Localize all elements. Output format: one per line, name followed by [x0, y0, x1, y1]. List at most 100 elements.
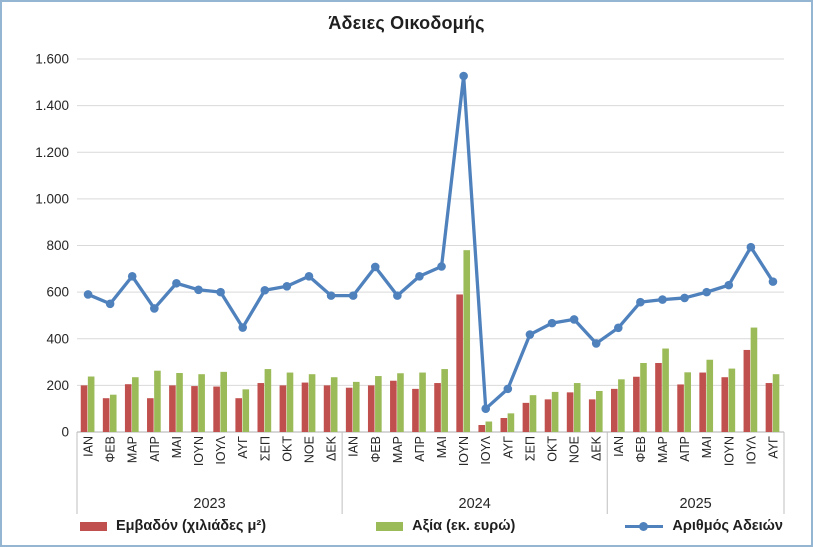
y-axis-tick-label: 1.600: [35, 52, 69, 67]
x-axis-month-label: ΙΟΥΝ: [192, 436, 206, 466]
area-bar: [301, 382, 309, 432]
value-bar: [507, 413, 515, 432]
permits-marker: [194, 285, 203, 295]
area-bar: [80, 385, 88, 432]
legend-item-permits: Αριθμός Αδειών: [625, 518, 783, 534]
area-bar: [699, 372, 706, 432]
x-axis-month-label: ΙΑΝ: [612, 436, 626, 457]
permits-line: [86, 74, 775, 411]
value-bar: [750, 327, 758, 432]
permits-marker: [238, 323, 248, 332]
permits-marker: [83, 290, 93, 299]
permits-series-swatch: [625, 521, 664, 531]
permits-marker: [393, 291, 402, 300]
permits-marker: [260, 285, 270, 295]
permits-marker: [702, 287, 711, 297]
y-axis-tick-label: 200: [46, 378, 69, 393]
value-bar: [132, 377, 139, 432]
permits-marker: [326, 291, 336, 300]
area-bar: [544, 399, 552, 432]
value-bar: [772, 374, 780, 432]
x-axis-month-label: ΜΑΡ: [391, 436, 405, 463]
permits-marker: [127, 271, 137, 281]
area-bar: [434, 383, 441, 432]
permits-marker: [437, 262, 446, 271]
permits-marker: [503, 384, 513, 394]
y-axis-tick-label: 600: [46, 285, 69, 300]
value-bar: [573, 383, 581, 432]
area-bar: [102, 398, 110, 432]
x-axis-year-label: 2023: [193, 496, 225, 512]
x-axis-month-label: ΦΕΒ: [104, 436, 118, 463]
x-axis-month-label: ΙΑΝ: [347, 436, 361, 457]
x-axis-month-label: ΙΟΥΛ: [744, 435, 758, 464]
legend-item-area: Εμβαδόν (χιλιάδες μ²): [80, 518, 266, 534]
permits-marker: [282, 281, 292, 291]
value-bar: [684, 372, 691, 432]
value-bar: [286, 372, 294, 432]
area-bar: [500, 418, 508, 432]
x-axis-month-label: ΝΟΕ: [568, 436, 582, 463]
value-bar: [220, 371, 228, 432]
value-bar: [529, 395, 537, 432]
permits-marker: [348, 291, 358, 300]
area-bar: [412, 388, 419, 432]
permits-marker: [304, 271, 314, 281]
x-axis-month-label: ΑΠΡ: [413, 436, 427, 462]
value-bar: [441, 369, 448, 432]
value-bar: [176, 373, 183, 432]
permits-marker: [415, 271, 424, 281]
area-bar: [124, 384, 132, 432]
value-bar: [109, 394, 117, 432]
chart-title: Άδειες Οικοδομής: [328, 13, 485, 33]
legend-item-value: Αξία (εκ. ευρώ): [376, 518, 515, 534]
permits-marker: [105, 299, 115, 309]
value-bar: [308, 374, 316, 432]
value-bar: [640, 362, 647, 432]
x-axis-month-label: ΙΟΥΝ: [722, 436, 736, 466]
area-bar: [633, 376, 640, 432]
value-bar: [352, 381, 360, 432]
area-bar: [522, 402, 530, 432]
area-bar: [655, 362, 662, 432]
area-bar: [390, 380, 397, 432]
value-bar: [662, 348, 669, 432]
y-axis-tick-label: 400: [46, 331, 69, 346]
x-axis-month-label: ΜΑΡ: [656, 436, 670, 463]
area-bar: [191, 386, 198, 432]
x-axis-year-label: 2025: [679, 496, 711, 512]
x-axis-month-label: ΟΚΤ: [546, 436, 560, 462]
permits-marker: [172, 278, 181, 288]
value-bar: [706, 359, 714, 432]
area-bar: [456, 294, 463, 432]
area-bar: [721, 377, 729, 432]
x-axis-month-label: ΣΕΠ: [523, 436, 537, 461]
x-axis-month-label: ΣΕΠ: [258, 436, 272, 461]
value-bar: [618, 379, 625, 432]
legend: Εμβαδόν (χιλιάδες μ²) Αξία (εκ. ευρώ) Αρ…: [80, 514, 783, 538]
x-axis-month-label: ΑΠΡ: [148, 436, 162, 462]
legend-label-area: Εμβαδόν (χιλιάδες μ²): [116, 518, 267, 534]
area-bar: [323, 385, 331, 432]
x-axis-month-label: ΑΥΓ: [236, 436, 250, 459]
y-axis-tick-label: 0: [61, 425, 69, 440]
permits-marker: [613, 323, 623, 333]
permits-marker: [481, 404, 491, 413]
permits-marker: [459, 71, 468, 81]
legend-label-value: Αξία (εκ. ευρώ): [412, 518, 516, 534]
line-swatch-marker: [639, 521, 649, 531]
area-bar: [279, 385, 287, 432]
x-axis-month-label: ΔΕΚ: [325, 435, 339, 461]
x-axis-month-label: ΙΟΥΛ: [214, 435, 228, 464]
permits-marker: [569, 315, 579, 324]
x-axis-month-label: ΙΟΥΛ: [479, 435, 493, 464]
x-axis-month-label: ΙΑΝ: [82, 436, 96, 457]
area-bar: [345, 387, 353, 432]
value-bar: [596, 390, 603, 432]
area-bar: [677, 384, 684, 432]
area-bar: [566, 392, 574, 432]
permits-marker: [680, 293, 689, 303]
permits-marker: [746, 242, 756, 252]
